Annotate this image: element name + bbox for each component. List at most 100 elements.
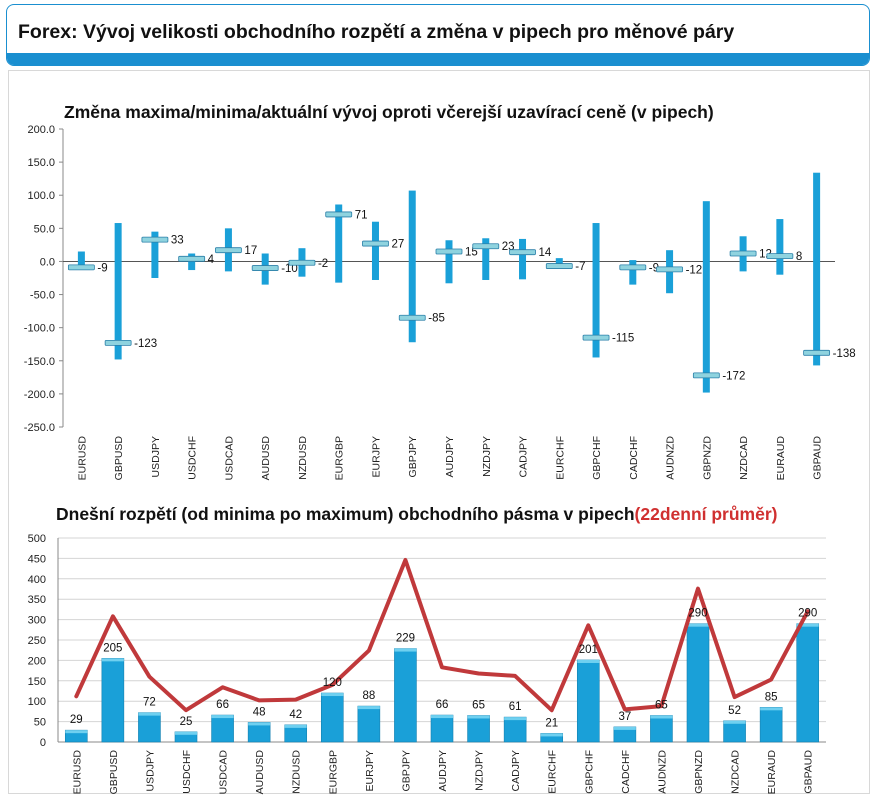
chart2-category-label: GBPAUD bbox=[803, 750, 815, 794]
chart2-data-label: 25 bbox=[180, 716, 193, 728]
chart2-bar bbox=[723, 720, 746, 743]
chart1-range-bar bbox=[702, 201, 710, 393]
chart1-current-marker bbox=[582, 334, 610, 341]
chart1-current-marker bbox=[362, 240, 389, 247]
chart2-y-tick-label: 50 bbox=[34, 717, 46, 729]
chart1-range-bar bbox=[445, 240, 453, 284]
header-accent-bar bbox=[7, 53, 869, 65]
chart2-bar-highlight bbox=[687, 623, 709, 627]
chart2-bar-highlight bbox=[577, 659, 600, 663]
chart1-range-bar bbox=[629, 260, 637, 285]
chart1-category-label: NZDJPY bbox=[481, 436, 493, 477]
chart2-bar-highlight bbox=[467, 715, 490, 719]
chart1-range-bar bbox=[555, 258, 563, 269]
chart2-bar bbox=[576, 659, 600, 743]
chart1-current-marker bbox=[509, 249, 536, 256]
chart2-bar-highlight bbox=[650, 715, 673, 719]
chart2-y-tick-label: 250 bbox=[28, 635, 46, 647]
chart2-bar-highlight bbox=[101, 658, 124, 662]
chart2-y-tick-label: 450 bbox=[28, 553, 46, 565]
chart1-category-label: USDJPY bbox=[150, 436, 162, 477]
chart1-range-bar bbox=[776, 219, 784, 275]
chart2-data-label: 205 bbox=[103, 642, 122, 654]
chart1-data-label: 27 bbox=[391, 239, 404, 251]
chart2-bar bbox=[650, 715, 673, 743]
chart1-data-label: -9 bbox=[649, 262, 659, 274]
chart2-data-label: 120 bbox=[323, 677, 342, 689]
chart2-bar bbox=[320, 692, 344, 743]
chart2-bar-highlight bbox=[175, 731, 197, 735]
chart2-data-label: 61 bbox=[509, 701, 522, 713]
chart1-y-tick-label: 50.0 bbox=[34, 223, 55, 235]
chart1-category-label: GBPNZD bbox=[701, 436, 713, 480]
chart1-current-marker bbox=[619, 264, 647, 271]
chart1-category-label: EURJPY bbox=[370, 436, 382, 477]
chart2-bar bbox=[759, 707, 783, 743]
chart1-category-label: GBPJPY bbox=[407, 436, 419, 477]
chart1-y-tick-label: -150.0 bbox=[24, 356, 55, 368]
chart2-bar bbox=[686, 623, 710, 743]
chart1-y-tick-label: -250.0 bbox=[24, 422, 55, 434]
chart1-y-tick-label: -50.0 bbox=[30, 290, 55, 302]
chart1-category-label: EURCHF bbox=[554, 436, 566, 480]
chart2-data-label: 42 bbox=[289, 709, 302, 721]
chart2-bar bbox=[503, 716, 527, 743]
chart2-data-label: 290 bbox=[798, 608, 817, 620]
chart1-category-label: EURUSD bbox=[76, 436, 88, 481]
chart2-data-label: 66 bbox=[436, 699, 449, 711]
chart1-current-marker bbox=[545, 263, 573, 269]
chart2-bar bbox=[101, 658, 125, 743]
chart1-category-label: CADCHF bbox=[628, 436, 640, 480]
chart2-y-tick-label: 0 bbox=[40, 737, 46, 749]
chart1-range-bar bbox=[592, 223, 600, 358]
chart2-bar bbox=[394, 648, 417, 743]
chart2-bar bbox=[211, 714, 234, 743]
chart1-range-bar bbox=[335, 204, 343, 283]
chart2-bar bbox=[796, 623, 820, 743]
chart1-data-label: -7 bbox=[575, 261, 585, 273]
charts-panel bbox=[8, 70, 870, 794]
chart1-current-marker bbox=[656, 266, 683, 273]
chart1-data-label: -115 bbox=[612, 333, 634, 345]
chart2-average-line bbox=[74, 558, 810, 713]
chart1-range-bar bbox=[408, 190, 416, 343]
chart2-data-label: 290 bbox=[688, 608, 707, 620]
chart2-bar bbox=[357, 705, 381, 743]
chart1-current-marker bbox=[104, 339, 132, 346]
chart1-y-tick-label: 200.0 bbox=[27, 124, 55, 136]
chart2-bar-highlight bbox=[540, 733, 563, 737]
chart2-y-tick-label: 350 bbox=[28, 594, 46, 606]
chart1-data-label: 17 bbox=[244, 245, 257, 257]
chart2-bar-highlight bbox=[321, 693, 344, 697]
chart2-data-label: 66 bbox=[216, 699, 229, 711]
chart1-data-label: -172 bbox=[722, 370, 745, 382]
chart1-data-label: -138 bbox=[833, 348, 856, 360]
chart2-data-label: 21 bbox=[545, 717, 558, 729]
chart1-data-label: -123 bbox=[134, 338, 157, 350]
chart2-data-label: 65 bbox=[655, 699, 668, 711]
chart2-bar bbox=[430, 714, 454, 743]
chart1-current-marker bbox=[215, 247, 242, 254]
chart2-data-label: 37 bbox=[618, 711, 631, 723]
chart2-bar-highlight bbox=[138, 712, 161, 716]
chart1-current-marker bbox=[729, 250, 757, 257]
chart1-data-label: 8 bbox=[796, 251, 802, 263]
chart1-data-label: 33 bbox=[171, 235, 184, 247]
chart1-data-label: -10 bbox=[281, 263, 298, 275]
chart2-bar-highlight bbox=[723, 720, 746, 724]
chart2-category-label: AUDUSD bbox=[254, 750, 266, 795]
chart2-title-note: (22denní průměr) bbox=[634, 504, 778, 524]
chart2-bar-highlight bbox=[796, 623, 819, 627]
chart2-category-label: EURAUD bbox=[766, 750, 778, 795]
chart1-category-label: AUDNZD bbox=[665, 436, 677, 480]
chart1-range-bar bbox=[813, 172, 821, 366]
chart2-category-label: GBPNZD bbox=[693, 750, 705, 794]
chart1-data-label: 71 bbox=[355, 209, 368, 221]
chart1-range-bar bbox=[371, 221, 379, 280]
chart1-data-label: 15 bbox=[465, 247, 478, 259]
chart2-category-label: GBPCHF bbox=[583, 750, 595, 794]
chart2-bar-highlight bbox=[357, 706, 380, 710]
chart2-category-label: NZDCAD bbox=[730, 750, 742, 794]
chart1-data-label: -12 bbox=[686, 264, 703, 276]
